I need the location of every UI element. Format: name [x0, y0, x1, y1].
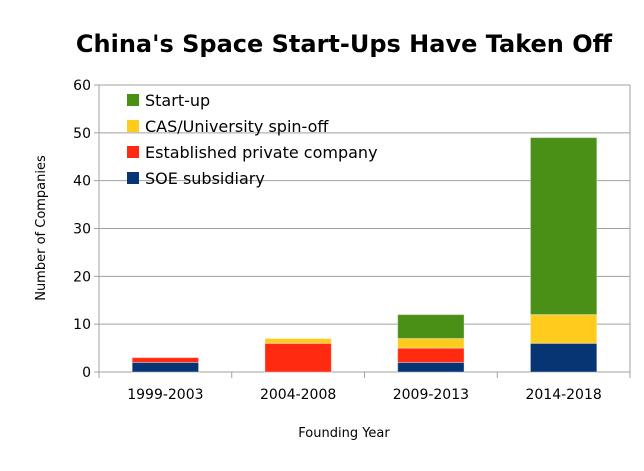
- x-tick-label: 2014-2018: [525, 387, 601, 403]
- bar-segment: [529, 342, 598, 373]
- legend-swatch: [127, 120, 139, 132]
- legend-swatch: [127, 94, 139, 106]
- bar-segment: [529, 314, 598, 344]
- y-tick-label: 50: [73, 126, 91, 142]
- chart-title: China's Space Start-Ups Have Taken Off: [76, 30, 613, 58]
- y-tick-label: 60: [73, 78, 91, 94]
- legend: Start-up CAS/University spin-off Establish…: [127, 91, 378, 188]
- x-tick-label: 2004-2008: [260, 387, 336, 403]
- y-tick-label: 0: [82, 365, 91, 381]
- legend-swatch: [127, 172, 139, 184]
- x-axis-label: Founding Year: [298, 426, 390, 441]
- x-tick-label: 2009-2013: [393, 387, 469, 403]
- legend-label: CAS/University spin-off: [145, 117, 329, 136]
- legend-label: SOE subsidiary: [145, 169, 265, 188]
- bar-segment: [397, 314, 465, 340]
- x-tick-label: 1999-2003: [127, 387, 203, 403]
- bar-segment: [397, 361, 465, 373]
- bar-segment: [397, 338, 465, 349]
- legend-swatch: [127, 146, 139, 158]
- legend-label: Established private company: [145, 143, 378, 162]
- y-tick-label: 20: [73, 269, 91, 285]
- bar-segment: [131, 357, 200, 363]
- bar-segment: [264, 342, 332, 373]
- y-axis-label: Number of Companies: [34, 155, 49, 301]
- bar-segment: [131, 361, 200, 373]
- bar-segment: [529, 137, 598, 316]
- y-tick-label: 40: [73, 174, 91, 190]
- bar-segment: [397, 347, 465, 363]
- y-tick-label: 10: [73, 317, 91, 333]
- bar-segment: [264, 338, 332, 344]
- y-tick-label: 30: [73, 222, 91, 238]
- legend-label: Start-up: [145, 91, 210, 110]
